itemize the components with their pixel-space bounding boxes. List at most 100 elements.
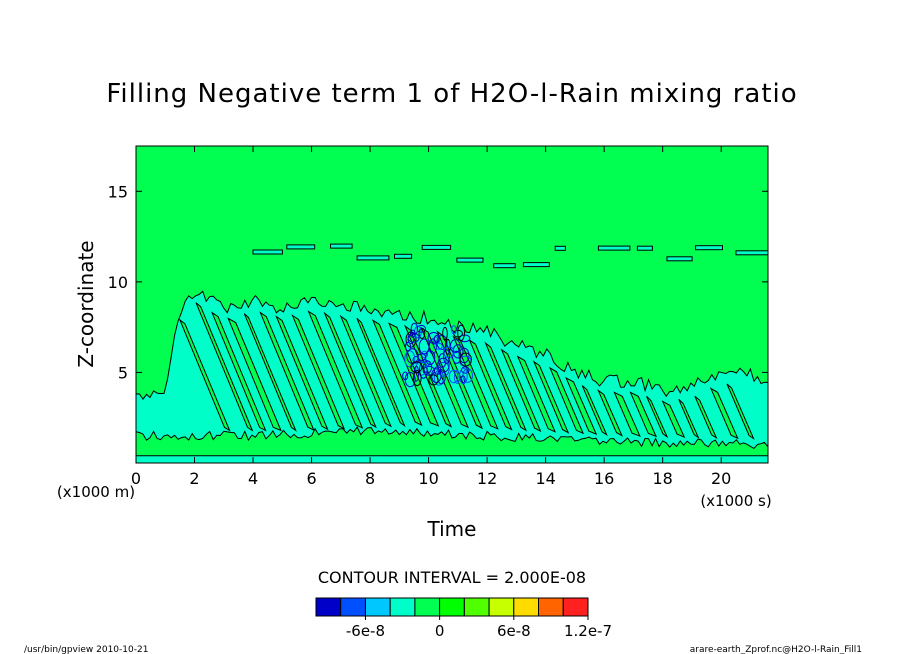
colorbar-bin-10: [562, 597, 589, 617]
strong-negative-contour: [412, 370, 422, 387]
upper-patch: [493, 263, 516, 269]
negative-region: [136, 290, 768, 463]
contour-streak: [613, 391, 641, 437]
contour-streak: [243, 313, 297, 432]
x-tick-label-4: 8: [365, 469, 375, 488]
contour-streak: [195, 302, 254, 432]
colorbar-bin-7: [488, 597, 515, 617]
colorbar-bin-9: [538, 597, 564, 617]
lower-layer: [136, 426, 768, 457]
upper-patch: [636, 245, 653, 251]
colorbar-bin-5: [439, 597, 465, 617]
contour-streak: [178, 318, 231, 432]
strong-negative-contour: [407, 332, 420, 343]
strong-negative-contour: [443, 348, 450, 365]
x-tick-label-9: 18: [652, 469, 672, 488]
upper-patch: [695, 245, 723, 251]
x-axis: 0 2 4 6 8 10 12 14 16 18 20: [131, 146, 731, 488]
y-tick-label-0: 5: [118, 363, 128, 382]
y-tick-label-2: 15: [108, 182, 128, 201]
strong-negative-contour: [448, 369, 459, 384]
y-axis-label: Z-coordinate: [74, 240, 98, 367]
strong-negative-contour: [410, 361, 423, 374]
colorbar: -6e-8 0 6e-8 1.2e-7: [315, 597, 612, 640]
contour-streak: [726, 383, 755, 440]
x-tick-label-2: 4: [248, 469, 258, 488]
contour-streak: [371, 319, 423, 427]
strong-negative-contour: [421, 350, 429, 359]
y-axis: 5 10 15: [108, 182, 768, 382]
upper-patch: [456, 257, 484, 263]
contour-streak: [468, 338, 513, 431]
contour-streak: [227, 317, 282, 432]
colorbar-bin-2: [365, 597, 391, 617]
x-tick-label-6: 12: [477, 469, 497, 488]
strong-negative-contour: [428, 374, 439, 386]
contour-streak: [565, 376, 598, 436]
strong-negative-contour: [433, 366, 442, 375]
strong-negative-contour: [442, 326, 448, 341]
colorbar-bin-0: [315, 597, 342, 617]
contour-streak: [597, 389, 623, 437]
strong-negative-contour: [432, 342, 443, 350]
upper-patch: [522, 262, 550, 268]
colorbar-tick-label-3: 1.2e-7: [564, 622, 612, 640]
contour-streak: [629, 391, 658, 438]
strong-negative-contour: [428, 338, 437, 355]
strong-negative-contour: [422, 360, 433, 374]
strong-negative-contour: [405, 341, 411, 352]
strong-negative-contour: [451, 325, 457, 335]
contour-streak: [339, 314, 392, 428]
contour-streak: [709, 387, 739, 440]
contour-streak: [500, 348, 542, 433]
contour-streak: [646, 396, 669, 439]
x-tick-label-5: 10: [418, 469, 438, 488]
contour-streak: [275, 315, 329, 431]
chart-title: Filling Negative term 1 of H2O-l-Rain mi…: [106, 79, 797, 109]
contour-streak: [516, 355, 557, 433]
strong-negative-contour: [402, 371, 409, 381]
strong-negative-contour: [457, 324, 466, 341]
contour-streak: [581, 385, 608, 437]
strong-negative-contour: [449, 339, 461, 354]
contour-streak: [307, 310, 364, 429]
strong-negative-contour: [458, 347, 470, 364]
colorbar-tick-label-2: 6e-8: [497, 622, 531, 640]
footer-right-label: arare-earth_Zprof.nc@H2O-l-Rain_Fill1: [690, 645, 862, 654]
x-tick-label-0: 0: [131, 469, 141, 488]
contour-streak: [661, 400, 686, 439]
upper-patch: [735, 250, 768, 256]
x-tick-label-1: 2: [189, 469, 199, 488]
contour-streak: [694, 395, 718, 440]
contour-streak: [291, 314, 346, 430]
strong-negative-contour: [404, 350, 416, 368]
strong-negative-contour: [425, 350, 436, 366]
y-unit-label: (x1000 m): [57, 483, 135, 501]
colorbar-bin-1: [340, 597, 366, 617]
x-tick-label-3: 6: [306, 469, 316, 488]
contour-streak: [356, 317, 406, 427]
upper-patch: [597, 245, 631, 251]
plot-frame: [135, 145, 769, 464]
contour-streak: [548, 366, 585, 435]
colorbar-bin-8: [513, 597, 539, 617]
strong-negative-contour: [459, 352, 473, 367]
x-tick-label-10: 20: [711, 469, 731, 488]
y-tick-label-1: 10: [108, 273, 128, 292]
colorbar-bin-3: [389, 597, 416, 617]
strong-negative-contour: [415, 361, 428, 376]
footer-left-label: /usr/bin/gpview 2010-10-21: [24, 645, 148, 654]
colorbar-tick-label-1: 0: [435, 622, 445, 640]
plot-area: [135, 145, 769, 464]
contour-streak: [678, 399, 700, 439]
colorbar-bin-4: [414, 597, 441, 617]
contour-interval-label: CONTOUR INTERVAL = 2.000E-08: [318, 568, 586, 587]
upper-patch: [330, 243, 353, 249]
upper-patch: [286, 244, 316, 250]
x-unit-label: (x1000 s): [700, 492, 771, 510]
contour-streak: [484, 341, 527, 432]
contour-streak: [532, 360, 570, 434]
contour-streak: [452, 335, 499, 430]
x-axis-label: Time: [427, 517, 477, 541]
